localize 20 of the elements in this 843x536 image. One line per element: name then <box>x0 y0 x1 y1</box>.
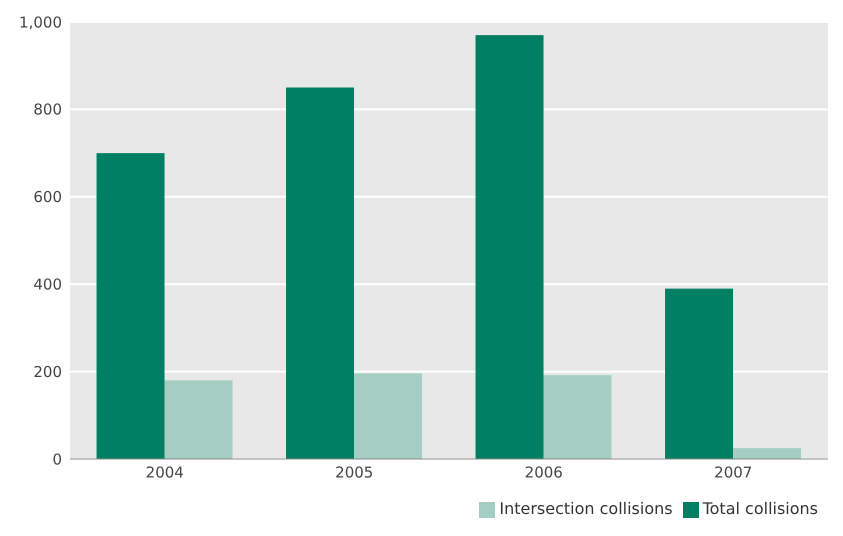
legend-label: Total collisions <box>702 499 818 518</box>
y-tick-label: 800 <box>33 100 62 119</box>
x-tick-label: 2006 <box>524 464 563 482</box>
y-tick-label: 200 <box>33 362 62 381</box>
y-tick-label: 0 <box>52 450 62 468</box>
y-tick-label: 1,000 <box>19 13 62 32</box>
bar <box>96 153 165 459</box>
bar <box>665 288 734 459</box>
x-tick-label: 2007 <box>714 464 752 482</box>
bar <box>354 373 422 459</box>
bar <box>164 380 233 459</box>
bar <box>476 35 544 459</box>
bar <box>286 88 354 459</box>
x-tick-label: 2005 <box>335 464 374 482</box>
x-tick-label: 2004 <box>146 464 184 482</box>
bar <box>544 375 612 459</box>
bar <box>733 448 802 459</box>
y-tick-label: 400 <box>33 276 62 294</box>
y-tick-label: 600 <box>33 188 62 206</box>
legend-label: Intersection collisions <box>499 499 673 518</box>
